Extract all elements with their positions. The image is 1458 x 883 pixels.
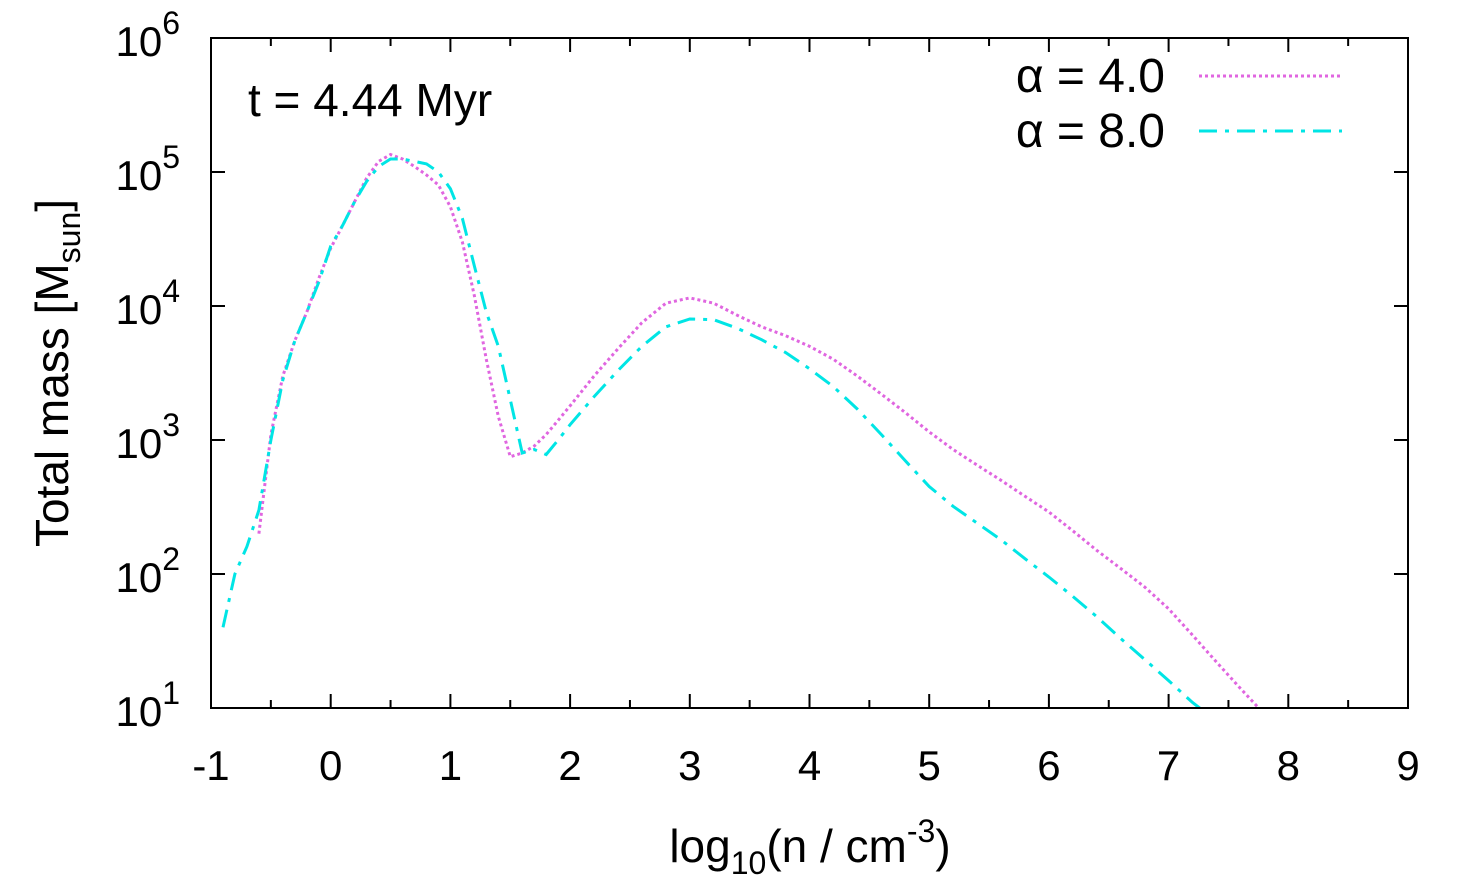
y-tick-label: 106 [115,5,180,65]
x-axis-label: log10(n / cm-3) [669,813,950,881]
y-tick-label: 104 [115,273,180,333]
series-layer [221,152,1261,708]
series-line-2 [221,157,1203,708]
legend-label-2: α = 8.0 [1016,105,1165,158]
x-tick-label: 3 [678,742,701,789]
x-tick-label: -1 [192,742,229,789]
legend-label-1: α = 4.0 [1016,50,1165,103]
y-tick-label: 105 [115,139,180,199]
x-tick-label: 4 [798,742,821,789]
x-tick-label: 6 [1037,742,1060,789]
x-tick-label: 8 [1277,742,1300,789]
x-tick-label: 1 [439,742,462,789]
ticks-layer: -1 0 1 2 3 4 5 6 7 8 9 101 102 103 104 105 106 [115,5,1419,789]
x-tick-label: 0 [319,742,342,789]
y-tick-label: 103 [115,407,180,467]
plot-frame [210,37,1409,709]
x-tick-label: 2 [558,742,581,789]
time-annotation: t = 4.44 Myr [248,74,492,126]
legend: α = 4.0α = 8.0 [1016,50,1342,158]
y-tick-label: 101 [115,675,180,735]
x-tick-label: 5 [918,742,941,789]
y-axis-label: Total mass [Msun] [26,199,87,547]
x-tick-label: 7 [1157,742,1180,789]
y-tick-label: 102 [115,541,180,601]
series-line-1 [257,152,1261,708]
labels-layer: t = 4.44 Myr log10(n / cm-3) Total mass … [26,74,951,881]
x-tick-label: 9 [1396,742,1419,789]
